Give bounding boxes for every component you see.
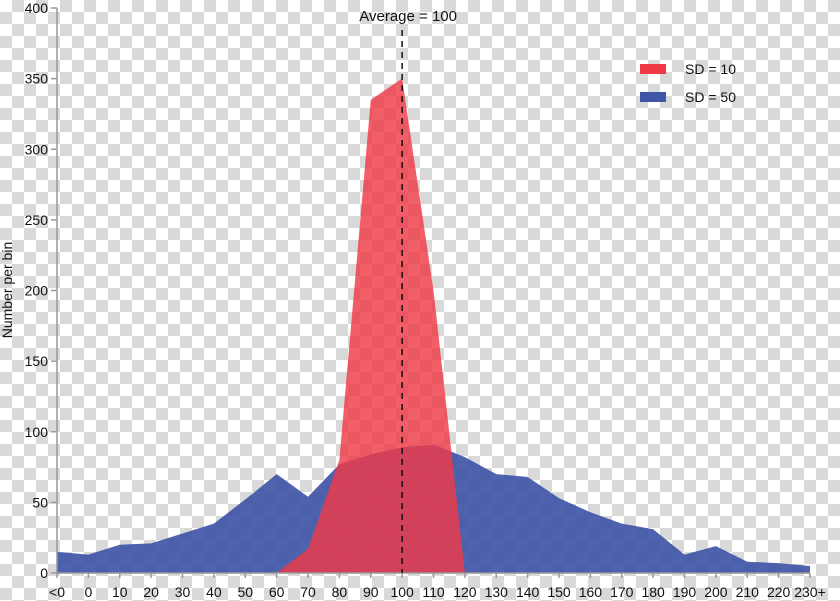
x-tick-label: 120 — [453, 584, 477, 600]
x-tick-label: 110 — [422, 584, 445, 600]
legend: SD = 10 SD = 50 — [640, 61, 736, 105]
x-tick-label: 20 — [143, 584, 159, 600]
x-tick-label: 170 — [610, 584, 634, 600]
x-tick-label: 200 — [704, 584, 728, 600]
y-tick-label: 200 — [25, 283, 49, 299]
y-tick-label: 250 — [25, 212, 49, 228]
average-annotation: Average = 100 — [359, 8, 457, 573]
x-tick-label: 10 — [112, 584, 128, 600]
x-tick-label: 30 — [175, 584, 191, 600]
y-tick-label: 150 — [25, 353, 49, 369]
x-tick-label: 180 — [641, 584, 665, 600]
legend-swatch-sd-50 — [640, 92, 666, 102]
y-tick-label: 350 — [25, 71, 49, 87]
y-tick-label: 300 — [25, 141, 49, 157]
x-tick-label: 0 — [84, 584, 92, 600]
x-tick-label: 150 — [547, 584, 571, 600]
x-tick-label: 130 — [485, 584, 509, 600]
legend-label-sd-50: SD = 50 — [685, 89, 736, 105]
average-label: Average = 100 — [359, 8, 457, 25]
x-tick-label: 70 — [300, 584, 316, 600]
legend-swatch-sd-10 — [640, 64, 666, 74]
y-axis: 0 50 100 150 200 250 300 350 400 — [25, 0, 58, 581]
x-tick-label: 190 — [673, 584, 697, 600]
y-axis-title: Number per bin — [0, 242, 15, 339]
legend-label-sd-10: SD = 10 — [685, 61, 736, 77]
x-tick-label: 230+ — [794, 584, 826, 600]
y-tick-label: 0 — [40, 565, 48, 581]
series-areas — [57, 78, 810, 573]
x-tick-label: 220 — [767, 584, 791, 600]
x-tick-label: <0 — [49, 584, 65, 600]
y-tick-label: 50 — [32, 494, 48, 510]
x-tick-label: 160 — [579, 584, 603, 600]
x-tick-label: 210 — [736, 584, 760, 600]
x-tick-label: 140 — [516, 584, 540, 600]
y-tick-label: 100 — [25, 424, 49, 440]
x-axis: <0 0 10 20 30 40 50 60 70 80 90 100 110 120 130 140 150 1… — [49, 572, 826, 600]
x-tick-label: 40 — [206, 584, 222, 600]
x-tick-label: 90 — [363, 584, 379, 600]
y-tick-label: 400 — [25, 0, 49, 16]
x-tick-label: 60 — [269, 584, 285, 600]
area-sd-10 — [57, 78, 810, 573]
x-tick-label: 50 — [237, 584, 253, 600]
x-tick-label: 80 — [332, 584, 348, 600]
x-tick-label: 100 — [390, 584, 414, 600]
